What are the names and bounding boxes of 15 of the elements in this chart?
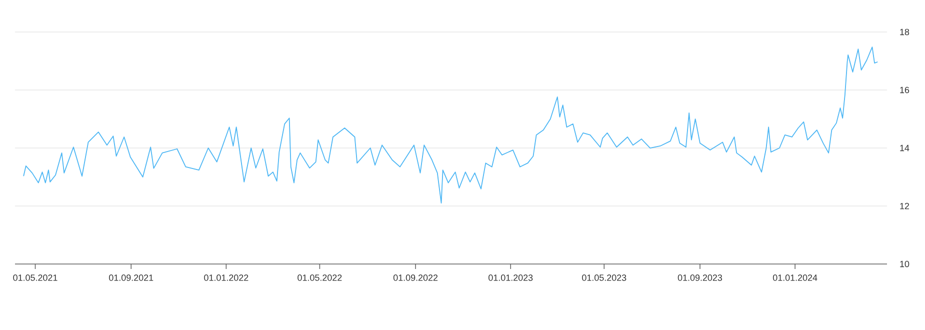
y-tick-label: 12 <box>900 202 910 210</box>
y-tick-label: 18 <box>900 28 910 36</box>
x-tick-label: 01.05.2023 <box>582 274 626 281</box>
x-tick-label: 01.05.2021 <box>13 274 58 281</box>
y-tick-label: 10 <box>900 260 910 268</box>
x-tick-label: 01.09.2022 <box>393 274 438 281</box>
x-tick-label: 01.05.2022 <box>298 274 342 281</box>
y-tick-label: 14 <box>900 144 910 152</box>
y-tick-label: 16 <box>900 86 910 94</box>
x-tick-label: 01.09.2021 <box>109 274 154 281</box>
x-tick-label: 01.09.2023 <box>678 274 722 281</box>
line-series <box>23 46 878 204</box>
x-tick-label: 01.01.2022 <box>204 274 248 281</box>
x-tick-label: 01.01.2024 <box>772 274 818 281</box>
x-tick-label: 01.01.2023 <box>488 274 533 281</box>
